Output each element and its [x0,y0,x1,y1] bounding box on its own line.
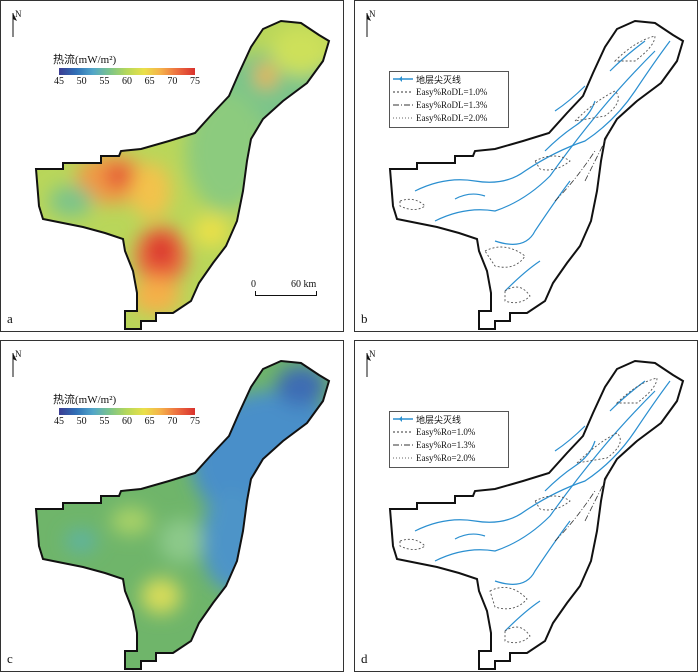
maturity-contours-d2 [554,470,611,542]
basin-outline-c [34,359,331,670]
legend-item: 地层尖灭线 [390,73,508,85]
panel-label: a [7,311,13,326]
maturity-contours-d [399,377,658,644]
legend-label: Easy%Ro=1.0% [416,427,476,437]
legend-label: 地层尖灭线 [416,74,462,85]
colorbar-tick: 65 [144,76,155,87]
north-label: N [369,9,376,19]
legend-item: Easy%RoDL=1.0% [390,86,508,98]
colorbar-gradient [59,408,195,415]
legend-label: Easy%RoDL=1.3% [416,100,488,110]
panel-a-heatflow-map: N 热流(mW/m²) 45 50 55 60 65 70 75 0 60 km… [0,0,344,332]
legend-item: Easy%Ro=1.0% [390,426,508,438]
colorbar-tick: 55 [99,76,110,87]
dashed-line-icon [393,431,413,433]
dashdot-line-icon [393,104,413,106]
legend-item: Easy%Ro=1.3% [390,439,508,451]
colorbar-a: 热流(mW/m²) 45 50 55 60 65 70 75 [45,51,200,87]
legend-item: Easy%Ro=2.0% [390,452,508,464]
scale-bar: 0 60 km [251,277,321,307]
panel-c-heatflow-map: N 热流(mW/m²) 45 50 55 60 65 70 75 c [0,340,344,672]
legend-label: Easy%RoDL=2.0% [416,113,488,123]
north-arrow-icon [12,13,17,37]
colorbar-c: 热流(mW/m²) 45 50 55 60 65 70 75 [45,391,200,427]
colorbar-tick: 65 [144,416,155,427]
dashdot-line-icon [393,444,413,446]
maturity-map-d [388,359,685,670]
north-label: N [15,9,22,19]
basin-outline-a [34,19,331,330]
basin-outline-d [388,359,685,670]
colorbar-title: 热流(mW/m²) [53,54,117,66]
maturity-contours-b2 [554,130,611,202]
scale-left-label: 0 [251,279,256,290]
dotted-line-icon [393,457,413,459]
panel-label: b [361,311,368,326]
colorbar-gradient [59,68,195,75]
maturity-map-b [388,19,685,330]
colorbar-tick: 45 [54,76,64,87]
panel-d-maturity-map: N 地层尖灭线 Easy%Ro=1.0% Easy%Ro=1.3% Easy%R… [354,340,698,672]
north-arrow-icon [366,353,371,377]
panel-label: c [7,651,13,666]
colorbar-tick: 55 [99,416,110,427]
scale-line [255,295,317,296]
legend-b: 地层尖灭线 Easy%RoDL=1.0% Easy%RoDL=1.3% Easy… [389,71,509,128]
panel-b-maturity-map: N 地层尖灭线 Easy%RoDL=1.0% Easy%RoDL=1.3% Ea… [354,0,698,332]
colorbar-tick: 60 [122,76,132,87]
north-arrow-icon [366,13,371,37]
colorbar-tick: 70 [167,76,178,87]
colorbar-tick: 50 [76,76,87,87]
colorbar-tick: 50 [76,416,87,427]
dotted-line-icon [393,117,413,119]
north-label: N [15,349,22,359]
pinchout-lines-b [414,40,671,292]
legend-label: Easy%Ro=1.3% [416,440,476,450]
legend-item: Easy%RoDL=2.0% [390,112,508,124]
colorbar-tick: 75 [190,416,200,427]
colorbar-tick: 60 [122,416,132,427]
legend-label: Easy%Ro=2.0% [416,453,476,463]
pinchout-lines-d [414,380,671,632]
colorbar-ticks: 45 50 55 60 65 70 75 [54,415,200,427]
legend-label: Easy%RoDL=1.0% [416,87,488,97]
north-label: N [369,349,376,359]
colorbar-tick: 70 [167,416,178,427]
dashed-line-icon [393,91,413,93]
legend-label: 地层尖灭线 [416,414,462,425]
colorbar-ticks: 45 50 55 60 65 70 75 [54,75,200,87]
legend-d: 地层尖灭线 Easy%Ro=1.0% Easy%Ro=1.3% Easy%Ro=… [389,411,509,468]
colorbar-tick: 75 [190,76,200,87]
colorbar-title: 热流(mW/m²) [53,394,117,406]
colorbar-tick: 45 [54,416,64,427]
legend-item: 地层尖灭线 [390,413,508,425]
solid-line-icon [393,76,413,82]
scale-right-label: 60 km [291,279,317,290]
legend-item: Easy%RoDL=1.3% [390,99,508,111]
maturity-contours-b [399,35,656,304]
basin-outline-b [388,19,685,330]
north-arrow-icon [12,353,17,377]
panel-label: d [361,651,368,666]
solid-line-icon [393,416,413,422]
